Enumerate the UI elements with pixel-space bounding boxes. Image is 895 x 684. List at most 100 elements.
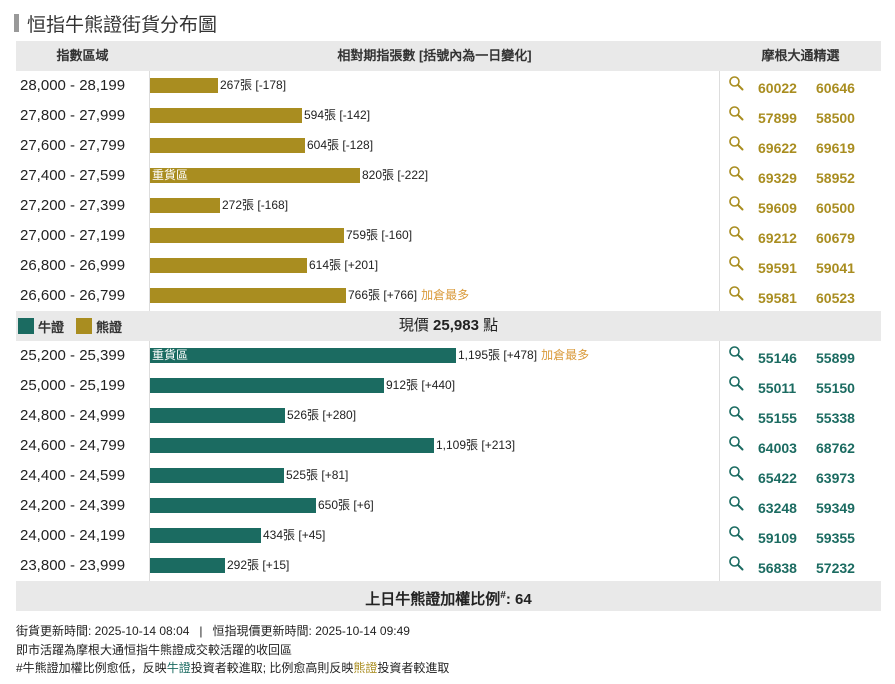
warrant-code-link[interactable]: 63248 bbox=[758, 500, 797, 516]
warrant-code-link[interactable]: 59349 bbox=[816, 500, 855, 516]
bear-row: 27,000 - 27,199 759張 [-160] 69212 60679 bbox=[16, 221, 881, 251]
note-line-3: #牛熊證加權比例愈低，反映牛證投資者較進取; 比例愈高則反映熊證投資者較進取 bbox=[16, 659, 449, 678]
warrant-code-link[interactable]: 59609 bbox=[758, 200, 797, 216]
search-icon[interactable] bbox=[728, 345, 744, 361]
search-icon[interactable] bbox=[728, 495, 744, 511]
heavy-zone-label: 重貨區 bbox=[152, 348, 189, 362]
note-line-2: 即市活躍為摩根大通恒指牛熊證成交較活躍的收回區 bbox=[16, 642, 293, 657]
search-icon[interactable] bbox=[728, 285, 744, 301]
warrant-code-link[interactable]: 60679 bbox=[816, 230, 855, 246]
warrant-picks: 56838 57232 bbox=[728, 551, 878, 581]
search-icon[interactable] bbox=[728, 165, 744, 181]
bear-row: 27,800 - 27,999 594張 [-142] 57899 58500 bbox=[16, 101, 881, 131]
warrant-code-link[interactable]: 59591 bbox=[758, 260, 797, 276]
search-icon[interactable] bbox=[728, 225, 744, 241]
warrant-picks: 59109 59355 bbox=[728, 521, 878, 551]
search-icon[interactable] bbox=[728, 555, 744, 571]
bull-bar bbox=[150, 498, 316, 513]
bear-bar bbox=[150, 198, 220, 213]
bear-row: 26,800 - 26,999 614張 [+201] 59591 59041 bbox=[16, 251, 881, 281]
price-value: 25,983 bbox=[433, 317, 479, 334]
warrant-code-link[interactable]: 60523 bbox=[816, 290, 855, 306]
note-line-3-part-b: 投資者較進取; 比例愈高則反映 bbox=[190, 661, 354, 675]
search-icon[interactable] bbox=[728, 255, 744, 271]
warrant-code-link[interactable]: 58500 bbox=[816, 110, 855, 126]
ratio-value: : 64 bbox=[505, 591, 532, 608]
search-icon[interactable] bbox=[728, 195, 744, 211]
bear-legend-label: 熊證 bbox=[96, 319, 123, 335]
warrant-code-link[interactable]: 59041 bbox=[816, 260, 855, 276]
warrant-code-link[interactable]: 58952 bbox=[816, 170, 855, 186]
search-icon[interactable] bbox=[728, 375, 744, 391]
index-range: 27,000 - 27,199 bbox=[20, 227, 126, 244]
chart-legend: 牛證 熊證 bbox=[18, 311, 122, 341]
index-range: 28,000 - 28,199 bbox=[20, 77, 126, 94]
bear-row: 28,000 - 28,199 267張 [-178] 60022 60646 bbox=[16, 71, 881, 101]
index-range: 25,000 - 25,199 bbox=[20, 377, 126, 394]
search-icon[interactable] bbox=[728, 105, 744, 121]
column-divider bbox=[149, 341, 150, 581]
note-line-3-part-c: 投資者較進取 bbox=[377, 661, 450, 675]
column-divider bbox=[719, 341, 720, 581]
bull-bar bbox=[150, 468, 284, 483]
search-icon[interactable] bbox=[728, 465, 744, 481]
bull-legend-swatch bbox=[18, 318, 34, 334]
warrant-picks: 69329 58952 bbox=[728, 161, 878, 191]
warrant-code-link[interactable]: 69619 bbox=[816, 140, 855, 156]
warrant-code-link[interactable]: 59581 bbox=[758, 290, 797, 306]
warrant-code-link[interactable]: 63973 bbox=[816, 470, 855, 486]
bar-value-label: 526張 [+280] bbox=[287, 407, 356, 424]
page-title-block: 恒指牛熊證街貨分布圖 bbox=[14, 12, 217, 36]
warrant-code-link[interactable]: 69329 bbox=[758, 170, 797, 186]
search-icon[interactable] bbox=[728, 435, 744, 451]
search-icon[interactable] bbox=[728, 525, 744, 541]
warrant-code-link[interactable]: 59355 bbox=[816, 530, 855, 546]
warrant-code-link[interactable]: 55150 bbox=[816, 380, 855, 396]
bear-row: 27,600 - 27,799 604張 [-128] 69622 69619 bbox=[16, 131, 881, 161]
index-range: 24,800 - 24,999 bbox=[20, 407, 126, 424]
bar-value-text: 525張 [+81] bbox=[286, 468, 349, 482]
index-range: 25,200 - 25,399 bbox=[20, 347, 126, 364]
warrant-code-link[interactable]: 56838 bbox=[758, 560, 797, 576]
bar-value-text: 267張 [-178] bbox=[220, 78, 287, 92]
warrant-code-link[interactable]: 60500 bbox=[816, 200, 855, 216]
warrant-picks: 55155 55338 bbox=[728, 401, 878, 431]
bar-value-text: 759張 [-160] bbox=[346, 228, 413, 242]
index-range: 24,200 - 24,399 bbox=[20, 497, 126, 514]
warrant-code-link[interactable]: 55011 bbox=[758, 380, 797, 396]
warrant-picks: 64003 68762 bbox=[728, 431, 878, 461]
bar-value-text: 1,195張 [+478] bbox=[458, 348, 538, 362]
index-range: 27,800 - 27,999 bbox=[20, 107, 126, 124]
bull-row: 25,200 - 25,399 重貨區 1,195張 [+478] 加倉最多 55146… bbox=[16, 341, 881, 371]
search-icon[interactable] bbox=[728, 75, 744, 91]
bar-value-label: 604張 [-128] bbox=[307, 137, 373, 154]
warrant-picks: 55011 55150 bbox=[728, 371, 878, 401]
bear-bar bbox=[150, 78, 218, 93]
warrant-code-link[interactable]: 65422 bbox=[758, 470, 797, 486]
warrant-code-link[interactable]: 68762 bbox=[816, 440, 855, 456]
bar-value-label: 1,195張 [+478] 加倉最多 bbox=[458, 347, 589, 364]
warrant-code-link[interactable]: 55146 bbox=[758, 350, 797, 366]
warrant-code-link[interactable]: 55899 bbox=[816, 350, 855, 366]
bear-row: 27,200 - 27,399 272張 [-168] 59609 60500 bbox=[16, 191, 881, 221]
heavy-zone-label: 重貨區 bbox=[152, 168, 189, 182]
warrant-code-link[interactable]: 60646 bbox=[816, 80, 855, 96]
warrant-picks: 57899 58500 bbox=[728, 101, 878, 131]
search-icon[interactable] bbox=[728, 405, 744, 421]
warrant-code-link[interactable]: 55338 bbox=[816, 410, 855, 426]
warrant-code-link[interactable]: 64003 bbox=[758, 440, 797, 456]
bull-row: 24,400 - 24,599 525張 [+81] 65422 63973 bbox=[16, 461, 881, 491]
warrant-code-link[interactable]: 69212 bbox=[758, 230, 797, 246]
warrant-code-link[interactable]: 55155 bbox=[758, 410, 797, 426]
search-icon[interactable] bbox=[728, 135, 744, 151]
warrant-code-link[interactable]: 57232 bbox=[816, 560, 855, 576]
price-prefix: 現價 bbox=[398, 317, 434, 334]
warrant-code-link[interactable]: 57899 bbox=[758, 110, 797, 126]
warrant-code-link[interactable]: 60022 bbox=[758, 80, 797, 96]
warrant-code-link[interactable]: 59109 bbox=[758, 530, 797, 546]
header-picks: 摩根大通精選 bbox=[761, 48, 840, 63]
index-range: 27,400 - 27,599 bbox=[20, 167, 126, 184]
warrant-code-link[interactable]: 69622 bbox=[758, 140, 797, 156]
bar-value-label: 912張 [+440] bbox=[386, 377, 455, 394]
index-range: 26,600 - 26,799 bbox=[20, 287, 126, 304]
